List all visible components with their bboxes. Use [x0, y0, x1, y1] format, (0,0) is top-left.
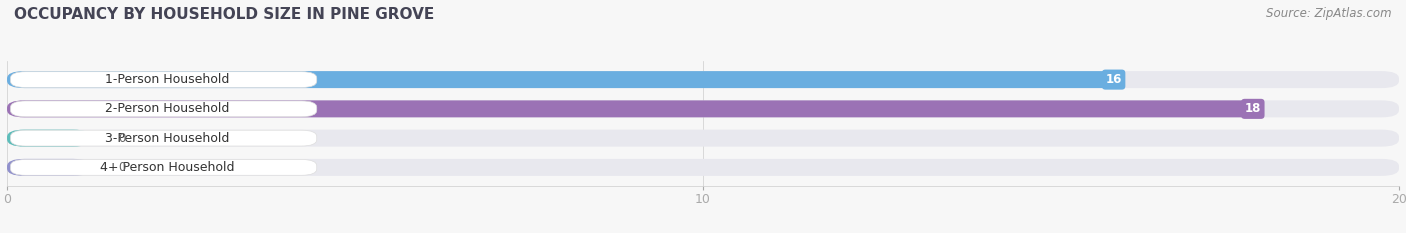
Text: 2-Person Household: 2-Person Household [105, 102, 229, 115]
Text: 0: 0 [118, 132, 125, 145]
FancyBboxPatch shape [7, 130, 1399, 147]
Text: 1-Person Household: 1-Person Household [105, 73, 229, 86]
FancyBboxPatch shape [10, 72, 316, 88]
FancyBboxPatch shape [7, 100, 1260, 117]
Text: OCCUPANCY BY HOUSEHOLD SIZE IN PINE GROVE: OCCUPANCY BY HOUSEHOLD SIZE IN PINE GROV… [14, 7, 434, 22]
Text: 4+ Person Household: 4+ Person Household [100, 161, 235, 174]
FancyBboxPatch shape [7, 71, 1399, 88]
FancyBboxPatch shape [7, 71, 1121, 88]
FancyBboxPatch shape [10, 130, 316, 146]
Text: 0: 0 [118, 161, 125, 174]
FancyBboxPatch shape [10, 101, 316, 117]
FancyBboxPatch shape [10, 159, 316, 175]
Text: Source: ZipAtlas.com: Source: ZipAtlas.com [1267, 7, 1392, 20]
FancyBboxPatch shape [7, 159, 90, 176]
Text: 16: 16 [1105, 73, 1122, 86]
FancyBboxPatch shape [7, 159, 1399, 176]
FancyBboxPatch shape [7, 100, 1399, 117]
Text: 3-Person Household: 3-Person Household [105, 132, 229, 145]
Text: 18: 18 [1244, 102, 1261, 115]
FancyBboxPatch shape [7, 130, 90, 147]
